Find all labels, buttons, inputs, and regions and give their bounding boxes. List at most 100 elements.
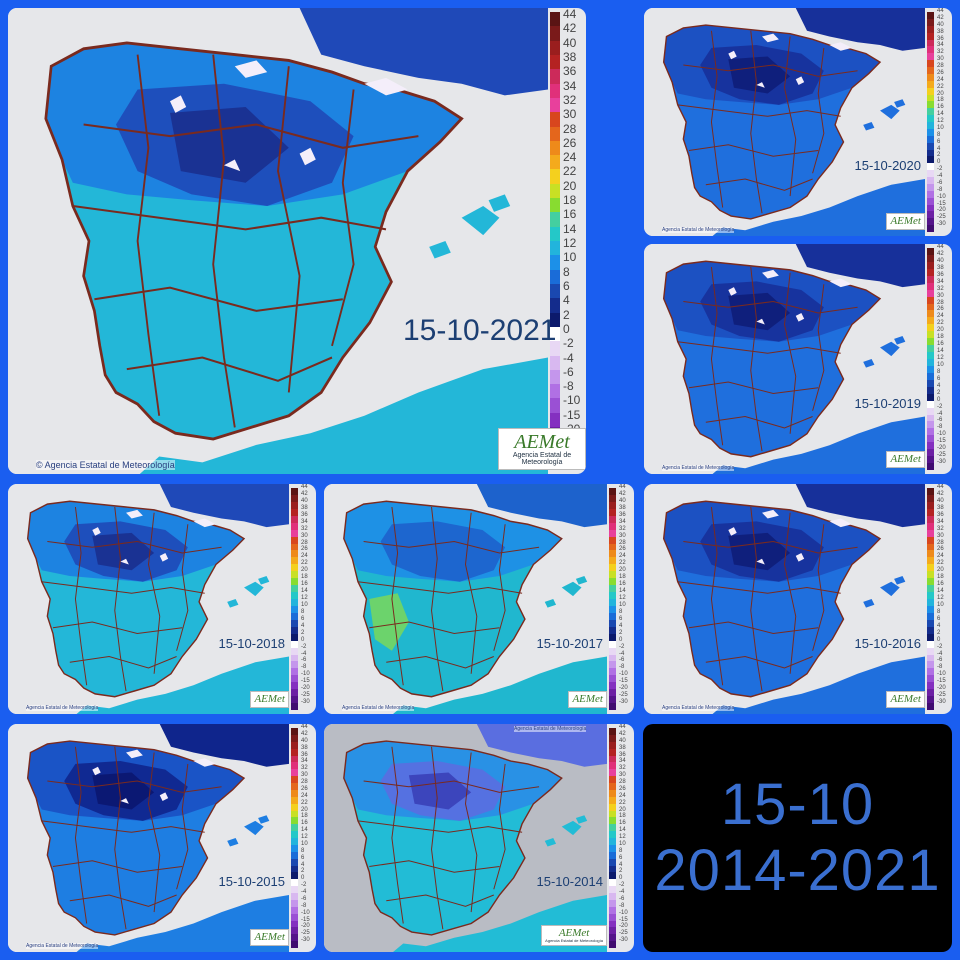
aemet-logo: AEMet bbox=[886, 213, 925, 230]
legend-swatch: 12 bbox=[609, 834, 626, 845]
province-border bbox=[493, 763, 506, 890]
legend-swatch: 44 bbox=[927, 8, 944, 19]
legend-label: 34 bbox=[563, 78, 577, 93]
legend-swatch: 6 bbox=[927, 616, 940, 627]
legend-swatch: -15 bbox=[609, 678, 628, 690]
legend-label: 32 bbox=[619, 525, 626, 532]
legend-swatch: 4 bbox=[927, 146, 940, 157]
province-border bbox=[683, 300, 858, 314]
legend-swatch: 42 bbox=[927, 251, 944, 262]
temperature-legend: 44 42 40 38 36 34 32 30 28 26 24 22 20 18 16 14 12 10 8 6 4 2… bbox=[609, 484, 628, 710]
legend-swatch: 18 bbox=[550, 194, 576, 213]
snow-patch bbox=[159, 553, 169, 562]
legend-swatch: -15 bbox=[291, 917, 310, 928]
legend-swatch: 24 bbox=[927, 313, 944, 325]
legend-swatch: -8 bbox=[927, 187, 942, 198]
balearic-island bbox=[227, 599, 239, 608]
province-border bbox=[83, 123, 419, 149]
legend-swatch: 30 bbox=[609, 772, 626, 783]
legend-swatch: 10 bbox=[291, 602, 308, 613]
legend-label: 30 bbox=[937, 292, 944, 299]
legend-swatch: 16 bbox=[291, 581, 308, 593]
map-panel-2015: 44 42 40 38 36 34 32 30 28 26 24 22 20 18 16 14 12 10 8 6 4 2… bbox=[8, 724, 316, 952]
legend-label: -2 bbox=[301, 643, 307, 650]
legend-label: 20 bbox=[619, 806, 626, 813]
legend-swatch: 16 bbox=[927, 341, 944, 353]
legend-swatch: 18 bbox=[927, 97, 944, 109]
legend-label: -25 bbox=[937, 692, 946, 699]
legend-swatch: 42 bbox=[927, 491, 944, 502]
legend-swatch: -8 bbox=[291, 903, 306, 914]
warm-area bbox=[369, 593, 409, 651]
legend-swatch: -25 bbox=[927, 452, 946, 464]
legend-label: -10 bbox=[301, 909, 310, 916]
legend-label: -20 bbox=[619, 923, 628, 930]
legend-label: -4 bbox=[937, 173, 943, 179]
legend-swatch: 36 bbox=[609, 752, 626, 763]
balearic-island bbox=[894, 336, 906, 345]
legend-swatch: 34 bbox=[927, 42, 944, 54]
legend-label: 34 bbox=[937, 278, 944, 285]
legend-swatch: 2 bbox=[927, 152, 940, 164]
legend-label: 44 bbox=[619, 484, 626, 490]
legend-label: 36 bbox=[937, 511, 944, 518]
legend-swatch: 0 bbox=[609, 637, 622, 648]
date-label: 15-10-2017 bbox=[536, 636, 604, 651]
snow-patch bbox=[299, 147, 316, 166]
legend-label: 8 bbox=[619, 847, 623, 854]
legend-label: 30 bbox=[937, 56, 944, 63]
province-border bbox=[750, 30, 763, 214]
legend-label: -4 bbox=[937, 410, 943, 417]
legend-swatch: 4 bbox=[291, 862, 304, 873]
legend-label: -25 bbox=[619, 692, 628, 699]
legend-swatch: 8 bbox=[291, 609, 304, 620]
legend-label: 42 bbox=[301, 730, 308, 737]
legend-swatch: 26 bbox=[927, 306, 944, 318]
legend-label: 20 bbox=[619, 567, 626, 574]
legend-swatch: 38 bbox=[609, 745, 626, 756]
legend-label: 2 bbox=[301, 868, 305, 875]
legend-swatch: 32 bbox=[291, 526, 308, 537]
legend-label: 32 bbox=[301, 525, 308, 532]
legend-label: 14 bbox=[301, 827, 308, 834]
legend-swatch: 14 bbox=[609, 588, 626, 599]
legend-label: 0 bbox=[301, 875, 305, 882]
legend-swatch: -10 bbox=[609, 671, 628, 683]
legend-swatch: -10 bbox=[927, 431, 946, 443]
legend-label: 4 bbox=[301, 861, 305, 868]
legend-label: -30 bbox=[619, 937, 628, 944]
legend-swatch: -10 bbox=[927, 194, 946, 205]
legend-label: 10 bbox=[301, 601, 308, 608]
legend-label: 22 bbox=[937, 560, 944, 567]
legend-label: -25 bbox=[301, 930, 310, 937]
legend-swatch: -30 bbox=[609, 937, 628, 948]
province-border bbox=[212, 54, 236, 428]
province-border bbox=[812, 524, 825, 651]
legend-swatch: -20 bbox=[291, 685, 310, 697]
legend-label: 42 bbox=[619, 730, 626, 737]
legend-swatch: -4 bbox=[609, 651, 624, 662]
legend-swatch: 28 bbox=[927, 540, 944, 551]
balearic-island bbox=[575, 815, 588, 824]
legend-label: 22 bbox=[619, 560, 626, 567]
province-border bbox=[386, 655, 494, 669]
legend-label: 28 bbox=[937, 539, 944, 546]
legend-label: 36 bbox=[619, 511, 626, 518]
legend-label: 16 bbox=[937, 104, 944, 111]
legend-swatch: 26 bbox=[927, 70, 944, 81]
legend-label: 38 bbox=[619, 744, 626, 751]
legend-swatch: -30 bbox=[927, 459, 946, 470]
legend-label: 0 bbox=[937, 396, 941, 403]
legend-swatch: 26 bbox=[609, 546, 626, 558]
legend-label: 40 bbox=[301, 497, 308, 504]
legend-swatch: -6 bbox=[927, 417, 942, 429]
legend-swatch: 0 bbox=[291, 875, 304, 887]
legend-label: -2 bbox=[937, 166, 943, 173]
legend-swatch: 40 bbox=[927, 258, 944, 269]
legend-label: 34 bbox=[937, 518, 944, 525]
province-border bbox=[176, 524, 189, 651]
province-border bbox=[363, 540, 540, 554]
legend-label: 44 bbox=[563, 8, 577, 21]
legend-label: -4 bbox=[937, 650, 943, 657]
province-border bbox=[677, 341, 841, 354]
